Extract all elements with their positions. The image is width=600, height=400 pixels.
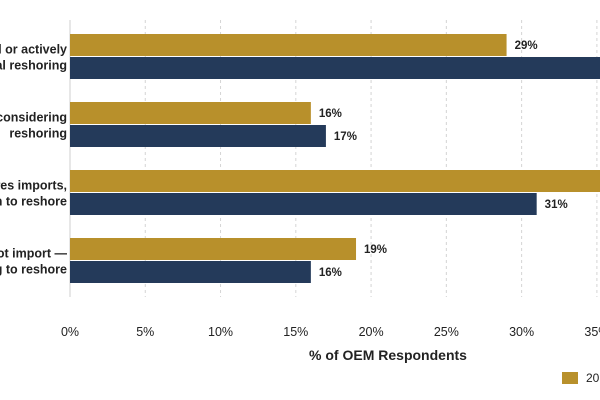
x-tick-label: 35% <box>584 325 600 339</box>
bar-series-2-cat-1[interactable] <box>70 57 600 79</box>
bar-series-2-cat-4[interactable] <box>70 261 311 283</box>
bar-value-label: 31% <box>545 199 568 211</box>
category-label: res imports, n to reshore <box>0 179 67 209</box>
bar-series-1-cat-1[interactable] <box>70 34 507 56</box>
x-tick-label: 30% <box>509 325 534 339</box>
bar-value-label: 16% <box>319 267 342 279</box>
bar-value-label: 17% <box>334 131 357 143</box>
bars: 29% 16% 17% 31% 19% 16% <box>70 34 600 283</box>
category-label: considering reshoring <box>0 111 67 141</box>
category-label: ot import — g to reshore <box>0 247 67 277</box>
legend[interactable]: 20 <box>562 371 600 385</box>
x-tick-label: 20% <box>359 325 384 339</box>
bar-value-label: 29% <box>515 40 538 52</box>
x-tick-label: 5% <box>136 325 154 339</box>
x-tick-label: 25% <box>434 325 459 339</box>
bar-value-label: 16% <box>319 108 342 120</box>
x-axis-ticks: 0% 5% 10% 15% 20% 25% 30% 35% <box>61 325 600 339</box>
x-tick-label: 10% <box>208 325 233 339</box>
bar-series-2-cat-3[interactable] <box>70 193 537 215</box>
bar-series-1-cat-2[interactable] <box>70 102 311 124</box>
legend-swatch-series-1 <box>562 372 578 384</box>
category-labels: d or actively al reshoring considering resh… <box>0 43 67 277</box>
x-tick-label: 0% <box>61 325 79 339</box>
x-tick-label: 15% <box>283 325 308 339</box>
x-axis-title: % of OEM Respondents <box>309 347 467 363</box>
bar-series-2-cat-2[interactable] <box>70 125 326 147</box>
bar-series-1-cat-3[interactable] <box>70 170 600 192</box>
category-label: d or actively al reshoring <box>0 43 67 73</box>
bar-value-label: 19% <box>364 244 387 256</box>
bar-series-1-cat-4[interactable] <box>70 238 357 260</box>
legend-label-series-1: 20 <box>586 371 600 385</box>
